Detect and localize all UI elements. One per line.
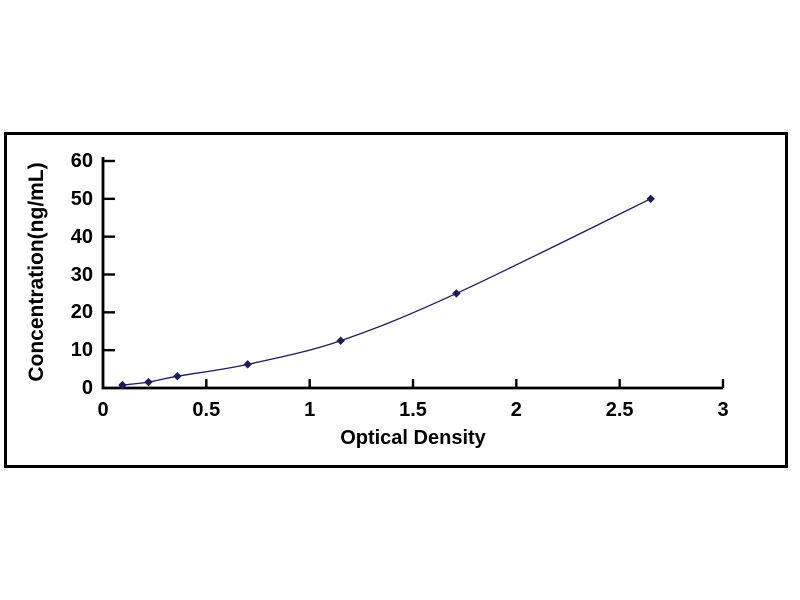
data-point-diamond: [118, 380, 127, 390]
data-point-diamond: [144, 377, 153, 387]
chart-frame: [4, 132, 788, 468]
x-axis-tick-label: 0.5: [192, 399, 221, 421]
y-axis-tick-label: 10: [70, 339, 93, 362]
x-axis-tick-label: 2.5: [605, 399, 634, 421]
data-point-diamond: [243, 360, 252, 369]
data-point-diamond: [452, 289, 461, 298]
curve-line: [122, 198, 651, 386]
y-axis-tick-label: 60: [70, 150, 93, 172]
y-axis-tick-label: 40: [70, 225, 93, 248]
data-point-diamond: [646, 194, 655, 204]
x-axis-tick-label: 3: [717, 399, 729, 421]
x-axis-tick-label: 0: [97, 399, 109, 421]
y-axis-tick-label: 50: [70, 187, 93, 210]
x-axis-title: Optical Density: [340, 427, 486, 449]
x-axis-tick-label: 1: [304, 399, 316, 421]
axes: [101, 157, 725, 390]
data-point-diamond: [336, 336, 345, 345]
standard-curve-series: [118, 194, 655, 390]
data-point-diamond: [173, 371, 182, 381]
y-axis-tick-label: 30: [70, 263, 93, 286]
y-axis-tick-label: 20: [70, 301, 93, 324]
x-axis-tick-label: 1.5: [399, 399, 427, 421]
y-axis-tick-label: 0: [81, 377, 93, 399]
axis-spine: [101, 157, 723, 390]
y-axis-title: Concentration(ng/mL): [25, 162, 48, 382]
x-axis-tick-label: 2: [510, 399, 522, 421]
